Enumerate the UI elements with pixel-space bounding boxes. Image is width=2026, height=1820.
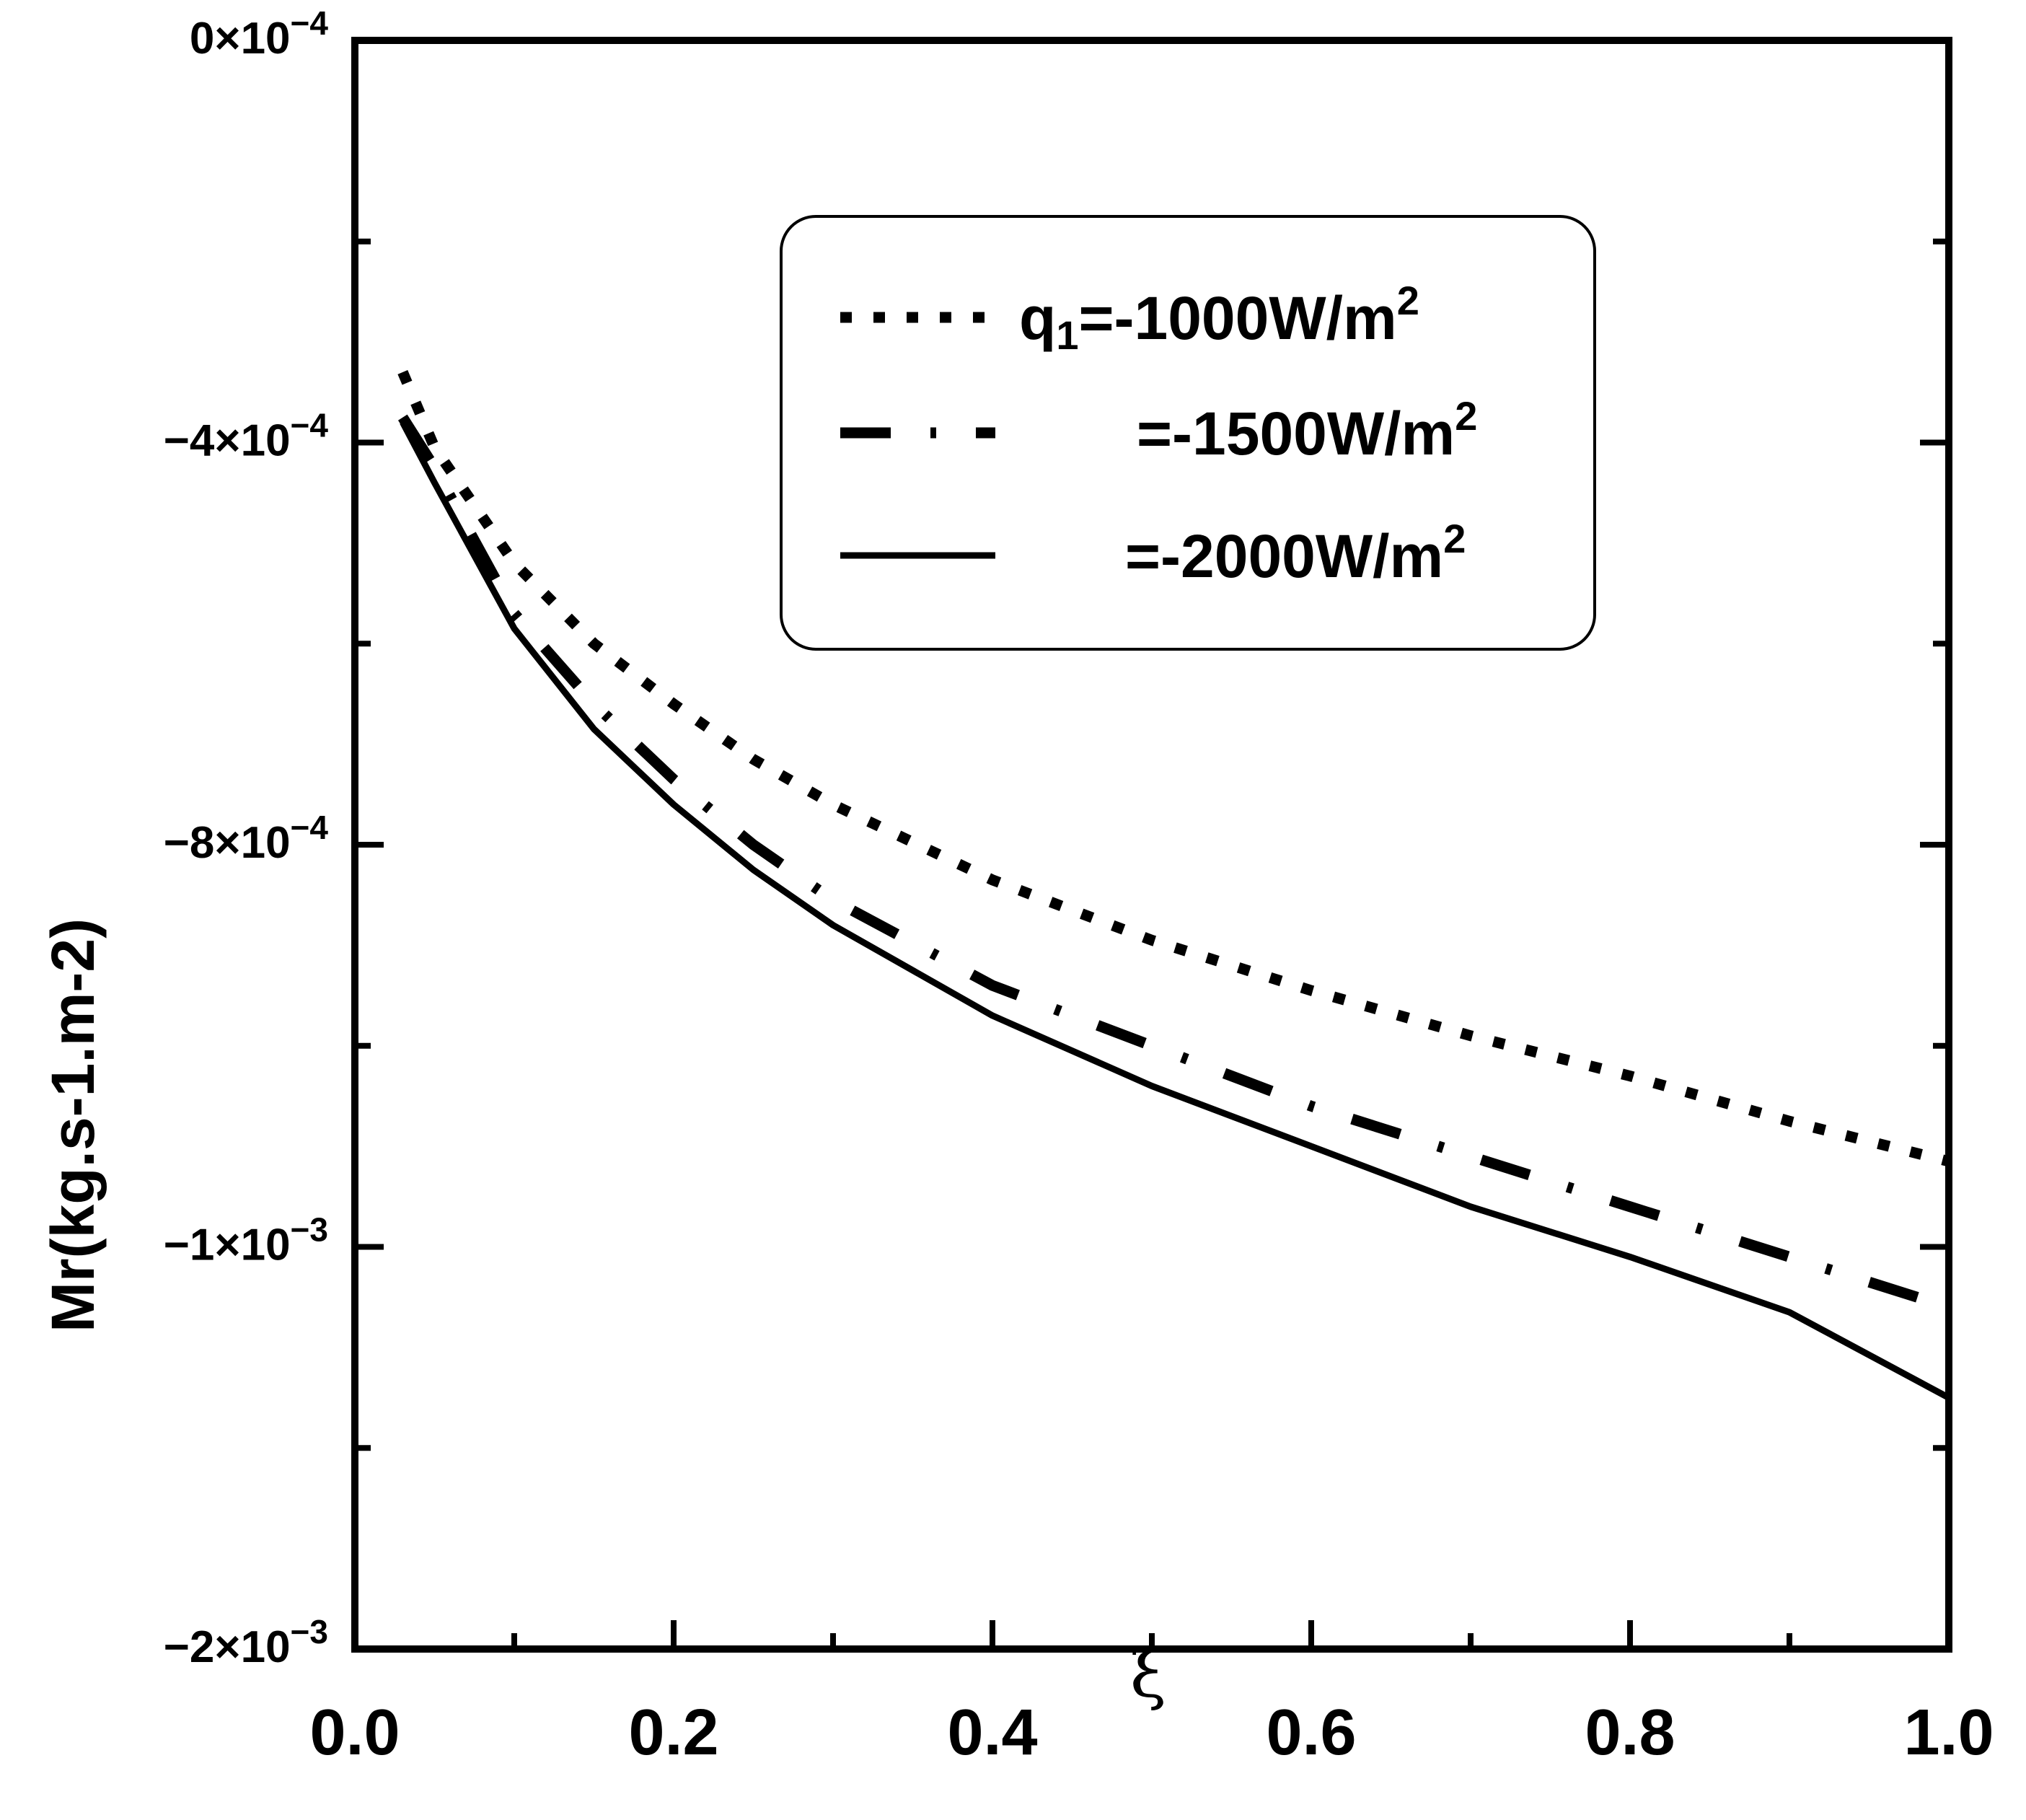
x-tick-label: 0.0 [309,1697,400,1769]
series-line [400,421,1951,1401]
legend-label: q1=-1000W/m2 [1019,278,1419,358]
x-tick-label: 0.6 [1266,1697,1356,1769]
x-axis-label: ξ [1130,1635,1167,1713]
y-tick-label: −1×10−3 [164,1211,328,1270]
series-line [397,369,1950,1167]
legend-label: =-1500W/m2 [1137,393,1477,467]
x-tick-label: 0.2 [628,1697,718,1769]
y-tick-label: −2×10−3 [164,1613,328,1672]
legend-box [780,215,1596,651]
y-tick-label: 0×10−4 [190,4,329,63]
y-tick-label: −4×10−4 [164,407,329,466]
x-tick-label: 1.0 [1903,1697,1994,1769]
x-tick-label: 0.4 [947,1697,1037,1769]
y-axis-label: Mr(kg.s-1.m-2) [39,918,107,1332]
x-tick-label: 0.8 [1585,1697,1675,1769]
legend: q1=-1000W/m2 =-1500W/m2 =-2000W/m2 [780,215,1596,651]
legend-label: =-2000W/m2 [1125,516,1466,590]
y-tick-label: −8×10−4 [164,809,329,868]
